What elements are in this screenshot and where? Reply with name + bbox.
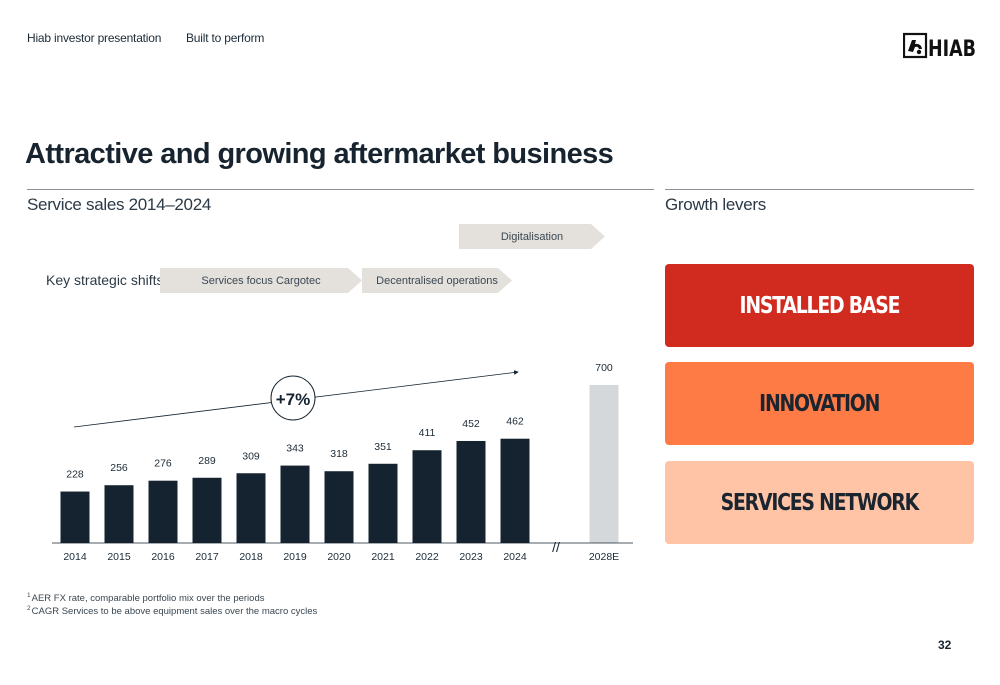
bar-2017 [192, 477, 222, 543]
bar-2016 [148, 480, 178, 543]
page-number: 32 [938, 638, 952, 652]
bar-2024 [500, 438, 530, 543]
data-label-2023: 452 [462, 418, 480, 430]
x-tick-2018: 2018 [239, 551, 263, 563]
data-label-2014: 228 [66, 469, 84, 481]
data-label-2020: 318 [330, 448, 348, 460]
data-label-2024: 462 [506, 416, 524, 428]
chart-section-title: Service sales 2014–2024 [27, 195, 212, 214]
hiab-logo: HIAB [903, 32, 976, 61]
bar-2023 [456, 440, 486, 543]
x-tick-2014: 2014 [63, 551, 87, 563]
bar-2021 [368, 463, 398, 543]
bar-2018 [236, 473, 266, 543]
data-label-2021: 351 [374, 441, 392, 453]
lever-label: INSTALLED BASE [739, 292, 901, 319]
header-presentation-title: Hiab investor presentation [27, 31, 162, 45]
data-label-2018: 309 [242, 450, 260, 462]
shift-arrow-digitalisation: Digitalisation [459, 224, 605, 249]
data-label-2028e: 700 [595, 362, 613, 374]
bar-2014 [60, 491, 90, 543]
data-label-2015: 256 [110, 462, 128, 474]
lever-innovation: INNOVATION [665, 362, 974, 445]
x-tick-2028e: 2028E [589, 551, 619, 563]
lever-label: SERVICES NETWORK [720, 489, 920, 516]
x-tick-2022: 2022 [415, 551, 439, 563]
hiab-crane-logo-icon [903, 32, 928, 59]
x-tick-2016: 2016 [151, 551, 175, 563]
x-tick-2017: 2017 [195, 551, 219, 563]
x-tick-2019: 2019 [283, 551, 307, 563]
header-tagline: Built to perform [186, 31, 265, 45]
x-tick-2023: 2023 [459, 551, 483, 563]
x-tick-2024: 2024 [503, 551, 527, 563]
data-label-2019: 343 [286, 443, 304, 455]
footnote-2: 2CAGR Services to be above equipment sal… [27, 605, 318, 617]
bar-2028e [589, 385, 619, 543]
axis-break-label: // [552, 539, 560, 555]
lever-services-network: SERVICES NETWORK [665, 461, 974, 544]
lever-installed-base: INSTALLED BASE [665, 264, 974, 347]
shift-arrow-decentralised: Decentralised operations [362, 268, 512, 293]
lever-label: INNOVATION [759, 390, 881, 417]
bar-2020 [324, 471, 354, 543]
strategic-shifts-label: Key strategic shifts [46, 272, 164, 288]
cagr-circle [270, 375, 316, 421]
page-title: Attractive and growing aftermarket busin… [25, 138, 614, 170]
data-label-2022: 411 [419, 427, 436, 439]
x-tick-2015: 2015 [107, 551, 131, 563]
bar-2019 [280, 465, 310, 543]
data-label-2016: 276 [154, 458, 172, 470]
growth-levers-title: Growth levers [665, 195, 766, 214]
footnote-1: 1AER FX rate, comparable portfolio mix o… [27, 592, 265, 604]
bar-2015 [104, 485, 134, 543]
section-divider-right [665, 189, 974, 190]
shift-arrow-services-focus: Services focus Cargotec [160, 268, 362, 293]
logo-wordmark: HIAB [928, 37, 976, 61]
data-label-2017: 289 [198, 455, 216, 467]
section-divider-left [27, 189, 654, 190]
x-tick-2020: 2020 [327, 551, 351, 563]
axis-break-mark: // [552, 539, 560, 555]
cagr-annotation: +7% [276, 390, 311, 409]
service-sales-bar-chart: +7% 228 2014 256 2015 276 2016 289 2017 309 2018 3… [52, 362, 633, 563]
bar-2022 [412, 450, 442, 543]
x-tick-2021: 2021 [371, 551, 395, 563]
